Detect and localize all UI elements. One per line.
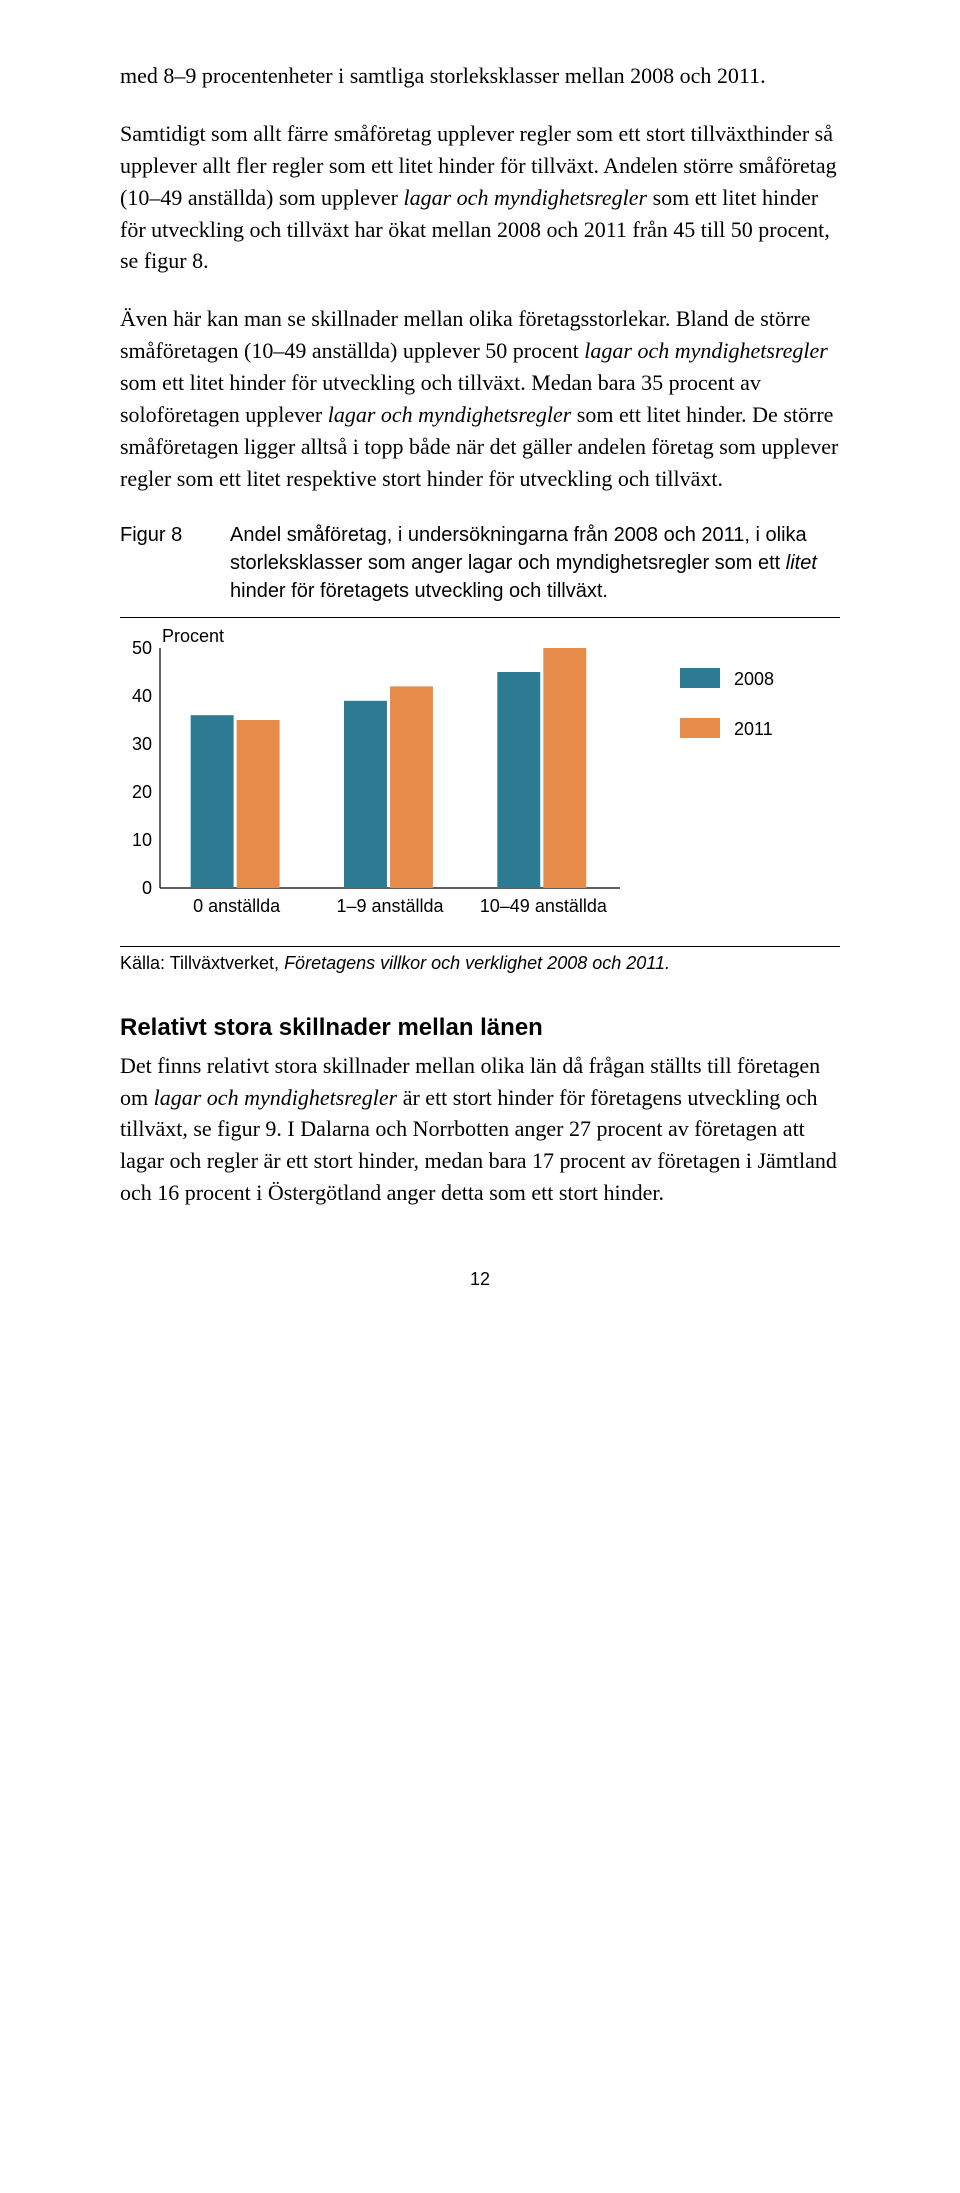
- bar: [543, 648, 586, 888]
- p4-i1: lagar och myndighetsregler: [154, 1085, 398, 1110]
- p3-i2: lagar och myndighetsregler: [328, 402, 572, 427]
- chart-container: Procent 0 10 20 30 40 50 0 anställda 1–9 anstäl…: [120, 628, 840, 938]
- svg-text:30: 30: [132, 734, 152, 754]
- legend-label: 2011: [734, 719, 773, 739]
- category-label: 10–49 anställda: [480, 896, 608, 916]
- fig-cap-a: Andel småföretag, i undersökningarna frå…: [230, 524, 807, 574]
- legend-label: 2008: [734, 669, 774, 689]
- bar: [237, 720, 280, 888]
- figure-heading: Figur 8 Andel småföretag, i undersökning…: [120, 521, 840, 605]
- bar: [497, 672, 540, 888]
- category-label: 1–9 anställda: [336, 896, 444, 916]
- fig-cap-i: litet: [786, 552, 817, 574]
- category-label: 0 anställda: [193, 896, 281, 916]
- bar: [191, 715, 234, 888]
- figure-label: Figur 8: [120, 521, 230, 605]
- bar-chart: 0 10 20 30 40 50 0 anställda 1–9 anställda 10–49…: [120, 628, 840, 938]
- legend-swatch: [680, 668, 720, 688]
- paragraph-3: Även här kan man se skillnader mellan ol…: [120, 303, 840, 494]
- figure-caption: Andel småföretag, i undersökningarna frå…: [230, 521, 840, 605]
- paragraph-2: Samtidigt som allt färre småföretag uppl…: [120, 118, 840, 277]
- chart-ylabel: Procent: [162, 626, 224, 647]
- bar: [344, 700, 387, 887]
- subheading: Relativt stora skillnader mellan länen: [120, 1014, 840, 1042]
- svg-text:0: 0: [142, 878, 152, 898]
- svg-text:40: 40: [132, 686, 152, 706]
- bar: [390, 686, 433, 888]
- p1-text: med 8–9 procentenheter i samtliga storle…: [120, 63, 766, 88]
- fig-cap-b: hinder för företagets utveckling och til…: [230, 580, 608, 602]
- source-prefix: Källa: Tillväxtverket,: [120, 953, 284, 973]
- p3-i1: lagar och myndighetsregler: [584, 338, 828, 363]
- legend-swatch: [680, 718, 720, 738]
- paragraph-1: med 8–9 procentenheter i samtliga storle…: [120, 60, 840, 92]
- svg-text:10: 10: [132, 830, 152, 850]
- figure-bottom-divider: [120, 946, 840, 947]
- chart-source: Källa: Tillväxtverket, Företagens villko…: [120, 953, 840, 974]
- page-number: 12: [120, 1269, 840, 1290]
- figure-top-divider: [120, 617, 840, 618]
- p2-i1: lagar och myndighetsregler: [404, 185, 648, 210]
- svg-text:20: 20: [132, 782, 152, 802]
- paragraph-4: Det finns relativt stora skillnader mell…: [120, 1050, 840, 1209]
- svg-text:50: 50: [132, 638, 152, 658]
- source-italic: Företagens villkor och verklighet 2008 o…: [284, 953, 670, 973]
